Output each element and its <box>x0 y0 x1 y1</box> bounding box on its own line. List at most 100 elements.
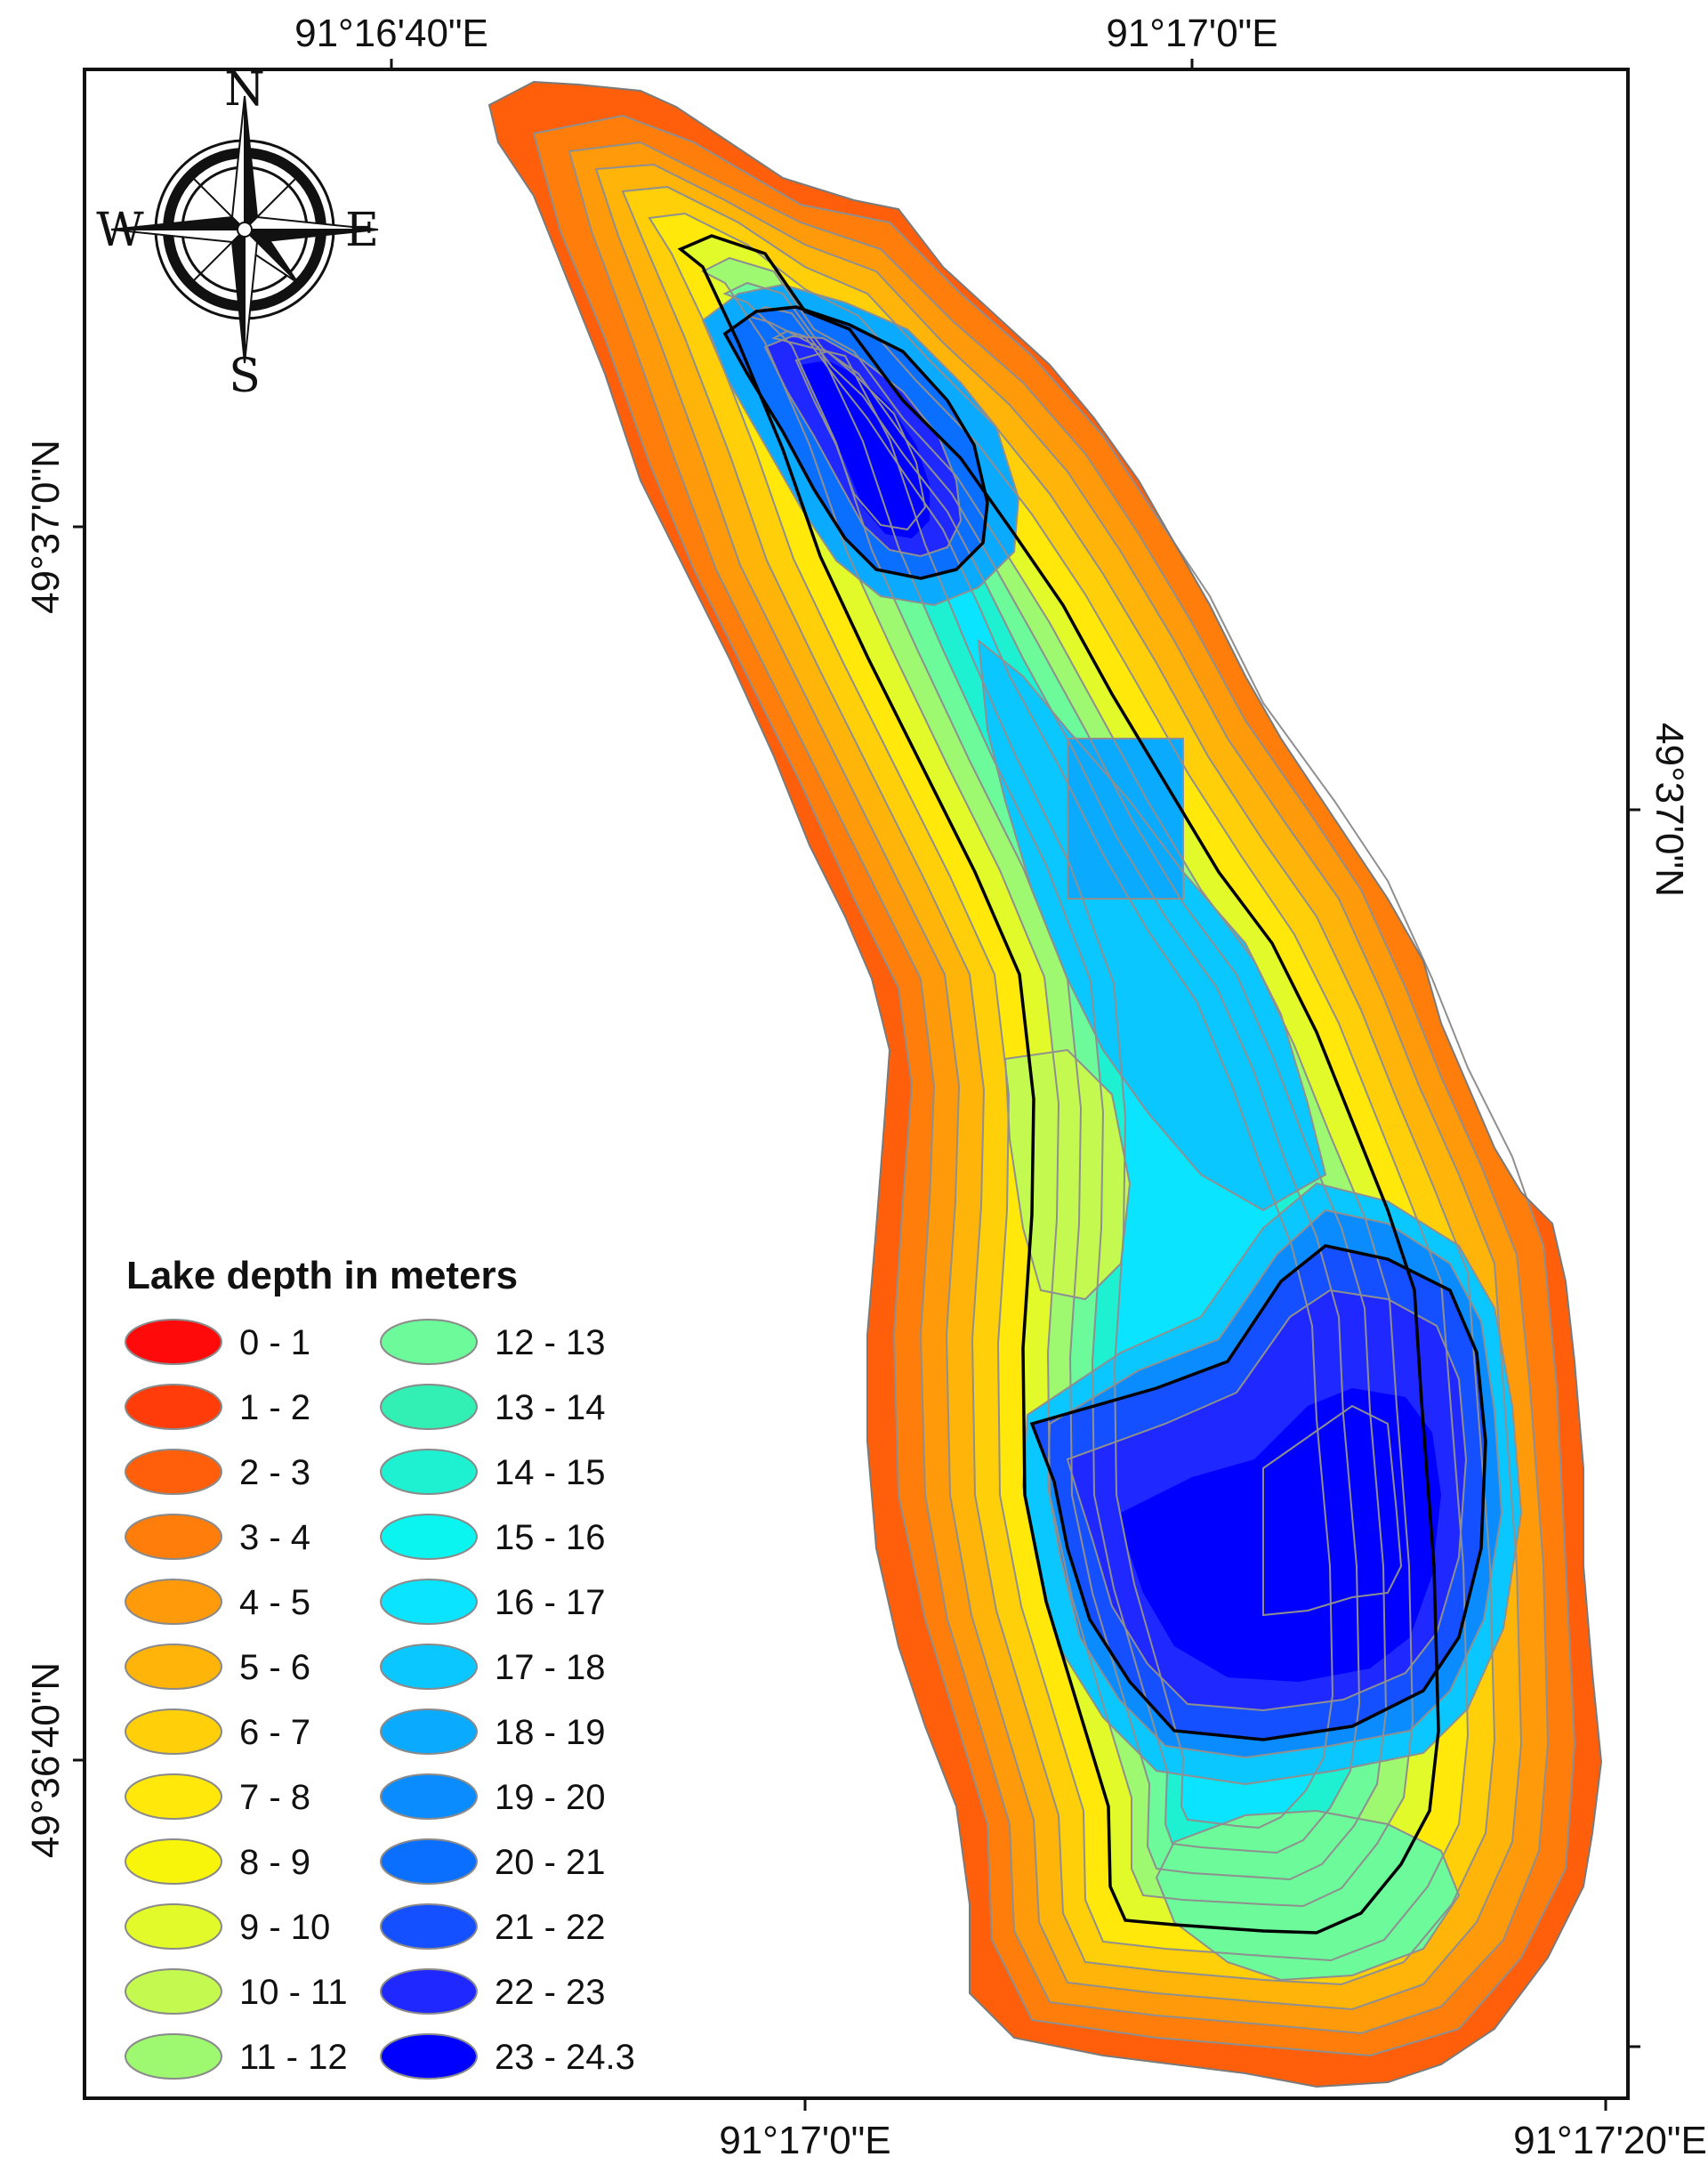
legend-swatch <box>125 1968 222 2015</box>
legend-item: 17 - 18 <box>380 1644 606 1690</box>
lake-depth-layer <box>489 82 1601 2087</box>
legend-item: 9 - 10 <box>125 1903 330 1950</box>
legend-item: 4 - 5 <box>125 1579 310 1625</box>
legend-item: 11 - 12 <box>125 2033 348 2080</box>
legend-label: 10 - 11 <box>239 1973 348 2012</box>
contour-line <box>745 305 1361 1854</box>
legend-items: 0 - 1 1 - 2 2 - 3 3 - 4 4 - 5 5 - 6 6 - 7 7 - 8… <box>125 1319 635 2080</box>
contour-line-20m <box>1029 1244 1487 1741</box>
legend-label: 6 - 7 <box>239 1713 310 1752</box>
contour-line <box>1003 1048 1132 1301</box>
legend-swatch <box>125 1903 222 1950</box>
contour-line <box>1066 1288 1468 1712</box>
legend-item: 3 - 4 <box>125 1514 310 1560</box>
coord-label-top-left: 91°16'40"E <box>294 12 488 55</box>
contour-line <box>1155 1809 1461 1982</box>
contour-line <box>700 256 1414 1908</box>
legend-swatch <box>125 1838 222 1885</box>
legend-swatch <box>125 1449 222 1495</box>
depth-band <box>979 641 1325 1210</box>
depth-band <box>1005 1050 1130 1299</box>
legend-swatch <box>125 1644 222 1690</box>
coord-label-left-bottom: 49°36'40"N <box>24 1662 68 1858</box>
legend-swatch <box>380 1449 478 1495</box>
legend-item: 12 - 13 <box>380 1319 606 1365</box>
legend-item: 20 - 21 <box>380 1838 606 1885</box>
contour-line <box>621 185 1496 1986</box>
legend-label: 23 - 24.3 <box>495 2038 635 2077</box>
legend-label: 3 - 4 <box>239 1518 310 1557</box>
contour-line <box>1046 1208 1503 1759</box>
legend-label: 17 - 18 <box>495 1648 606 1687</box>
legend-item: 6 - 7 <box>125 1708 310 1755</box>
legend-item: 23 - 24.3 <box>380 2033 635 2080</box>
legend-item: 21 - 22 <box>380 1903 606 1950</box>
legend-swatch <box>380 1968 478 2015</box>
legend-swatch <box>380 1708 478 1755</box>
compass-w-label: W <box>96 204 144 257</box>
legend-label: 18 - 19 <box>495 1713 606 1752</box>
legend-label: 22 - 23 <box>495 1973 606 2012</box>
legend-swatch <box>380 1838 478 1885</box>
legend-label: 20 - 21 <box>495 1843 606 1882</box>
legend-item: 18 - 19 <box>380 1708 606 1755</box>
contour-line-20m <box>722 305 989 580</box>
contour-line <box>568 141 1550 2035</box>
legend-swatch <box>380 1319 478 1365</box>
legend-swatch <box>380 1644 478 1690</box>
coord-label-left-top: 49°37'0"N <box>24 440 68 614</box>
legend-item: 13 - 14 <box>380 1384 606 1430</box>
legend-item: 22 - 23 <box>380 1968 606 2015</box>
legend-item: 14 - 15 <box>380 1449 606 1495</box>
legend-item: 10 - 11 <box>125 1968 348 2015</box>
map-frame <box>83 68 1630 2100</box>
legend-label: 14 - 15 <box>495 1453 606 1492</box>
legend-title: Lake depth in meters <box>126 1254 518 1297</box>
legend-label: 9 - 10 <box>239 1908 330 1947</box>
legend-label: 16 - 17 <box>495 1583 606 1622</box>
legend-item: 1 - 2 <box>125 1384 310 1430</box>
contour-lines <box>532 114 1576 2057</box>
legend-item: 19 - 20 <box>380 1773 606 1820</box>
contour-line <box>532 114 1576 2057</box>
legend-swatch <box>125 1514 222 1560</box>
legend-swatch <box>380 1773 478 1820</box>
contour-line <box>794 350 927 531</box>
coord-label-top-right: 91°17'0"E <box>1106 12 1277 55</box>
contour-line <box>594 163 1523 2011</box>
coord-label-right: 49°37'0"N <box>1648 723 1691 897</box>
legend-item: 0 - 1 <box>125 1319 310 1365</box>
contour-line-10m <box>677 234 1440 1935</box>
depth-band <box>1068 739 1183 899</box>
coordinate-ticks <box>73 59 1640 2111</box>
legend-swatch <box>125 1708 222 1755</box>
legend-swatch <box>125 2033 222 2080</box>
legend-label: 21 - 22 <box>495 1908 606 1947</box>
compass-e-label: E <box>345 204 379 257</box>
legend-swatch <box>380 2033 478 2080</box>
compass-n-label: N <box>224 63 265 117</box>
legend-label: 2 - 3 <box>239 1453 310 1492</box>
legend-label: 8 - 9 <box>239 1843 310 1882</box>
legend-swatch <box>125 1384 222 1430</box>
legend-item: 7 - 8 <box>125 1773 310 1820</box>
legend-label: 1 - 2 <box>239 1388 310 1427</box>
legend-label: 15 - 16 <box>495 1518 606 1557</box>
contour-line <box>771 329 1334 1830</box>
legend-item: 2 - 3 <box>125 1449 310 1495</box>
contour-line <box>701 283 1020 607</box>
compass-s-label: S <box>229 350 261 403</box>
coord-label-bottom-right: 91°17'20"E <box>1513 2119 1707 2162</box>
depth-band <box>1121 1388 1441 1682</box>
legend: Lake depth in meters 0 - 1 1 - 2 2 - 3 3 - … <box>125 1254 635 2080</box>
compass-rose-icon: N S E W <box>96 63 379 403</box>
contour-line <box>648 212 1470 1962</box>
legend-label: 13 - 14 <box>495 1388 606 1427</box>
contour-line <box>1021 1182 1523 1786</box>
legend-swatch <box>125 1773 222 1820</box>
depth-band <box>1156 1811 1459 1980</box>
legend-label: 11 - 12 <box>239 2038 348 2077</box>
legend-label: 0 - 1 <box>239 1323 310 1362</box>
legend-label: 4 - 5 <box>239 1583 310 1622</box>
contour-line <box>763 335 963 558</box>
